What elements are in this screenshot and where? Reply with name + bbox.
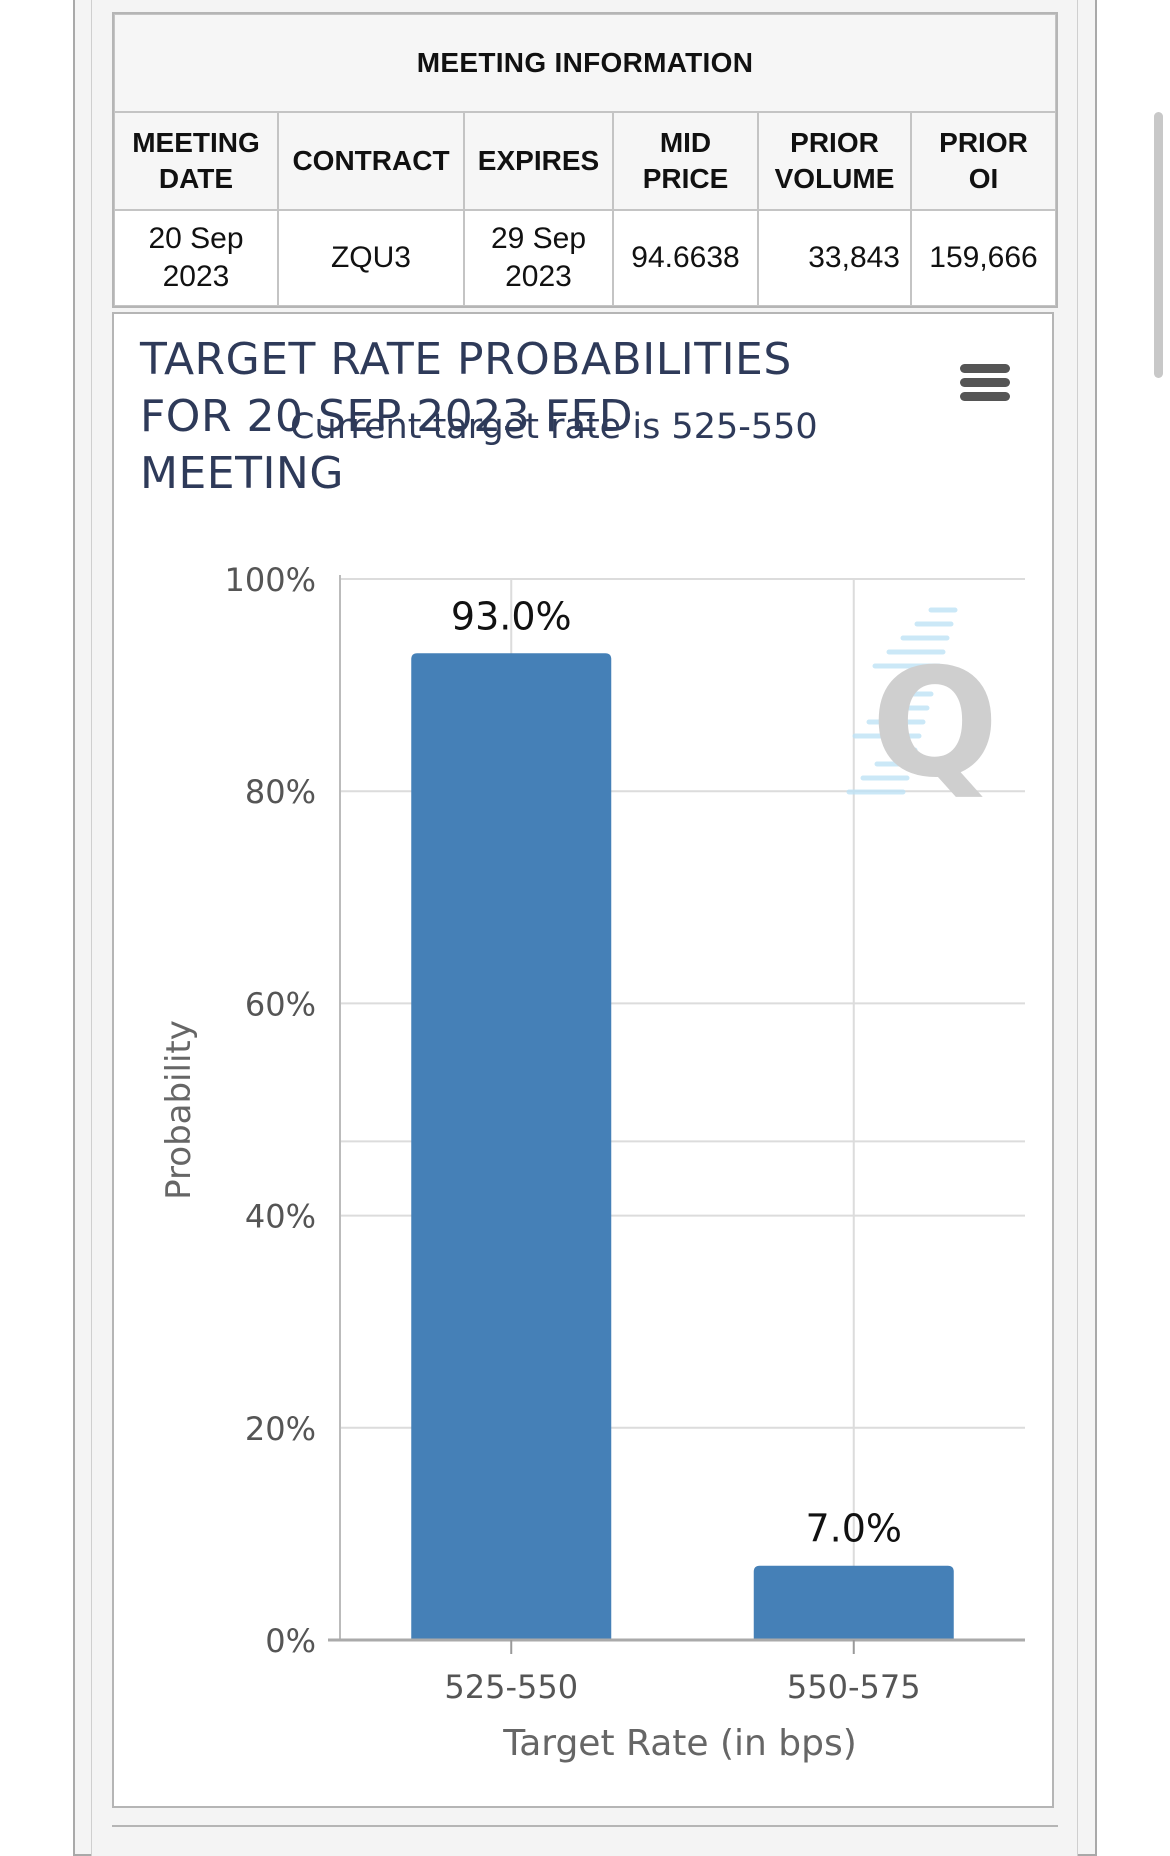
data-label: 7.0%: [805, 1507, 902, 1551]
x-axis-title: Target Rate (in bps): [502, 1723, 857, 1764]
meeting-information-table: MEETING INFORMATION MEETING DATE CONTRACT…: [112, 12, 1058, 308]
cell-expires: 29 Sep 2023: [464, 210, 613, 306]
x-tick-label: 550-575: [787, 1668, 921, 1706]
scrollbar[interactable]: [1154, 112, 1163, 378]
y-axis-ticks: 0% 20% 40% 60% 80% 100%: [225, 561, 316, 1660]
y-tick-label: 0%: [265, 1622, 316, 1660]
header-mid-price: MID PRICE: [613, 112, 758, 210]
table-caption: MEETING INFORMATION: [114, 14, 1056, 112]
header-prior-oi: PRIOR OI: [911, 112, 1056, 210]
y-tick-label: 100%: [225, 561, 316, 599]
cell-mid-price: 94.6638: [613, 210, 758, 306]
section-divider: [112, 1825, 1058, 1827]
bar-525-550: [411, 653, 612, 1640]
data-label: 93.0%: [451, 594, 572, 638]
axes: [328, 575, 1025, 1642]
bars: [411, 653, 954, 1640]
hamburger-menu-icon: [960, 392, 1010, 401]
y-tick-label: 60%: [245, 985, 316, 1023]
cell-contract: ZQU3: [278, 210, 464, 306]
chart-subtitle: Current target rate is 525-550: [290, 407, 818, 447]
header-expires: EXPIRES: [464, 112, 613, 210]
cell-meeting-date: 20 Sep 2023: [114, 210, 278, 306]
header-prior-volume: PRIOR VOLUME: [758, 112, 911, 210]
chart-title: TARGET RATE PROBABILITIES FOR 20 SEP 202…: [140, 334, 792, 499]
hamburger-menu-icon: [960, 378, 1010, 387]
cell-prior-oi: 159,666: [911, 210, 1056, 306]
x-axis-ticks: 525-550 550-575: [444, 1640, 921, 1706]
data-labels: 93.0% 7.0%: [451, 594, 902, 1550]
chart-menu-button[interactable]: [958, 360, 1014, 410]
bar-550-575: [753, 1565, 954, 1640]
header-contract: CONTRACT: [278, 112, 464, 210]
y-tick-label: 40%: [245, 1198, 316, 1236]
y-tick-label: 80%: [245, 773, 316, 811]
watermark-logo: Q: [846, 607, 999, 811]
cell-prior-volume: 33,843: [758, 210, 911, 306]
y-axis-title: Probability: [159, 1020, 199, 1200]
table-header-row: MEETING DATE CONTRACT EXPIRES MID PRICE PR…: [114, 112, 1056, 210]
header-meeting-date: MEETING DATE: [114, 112, 278, 210]
y-tick-label: 20%: [245, 1410, 316, 1448]
hamburger-menu-icon: [960, 364, 1010, 373]
watermark-letter: Q: [871, 637, 999, 811]
x-tick-label: 525-550: [444, 1668, 578, 1706]
table-row: 20 Sep 2023 ZQU3 29 Sep 2023 94.6638 33,84…: [114, 210, 1056, 306]
